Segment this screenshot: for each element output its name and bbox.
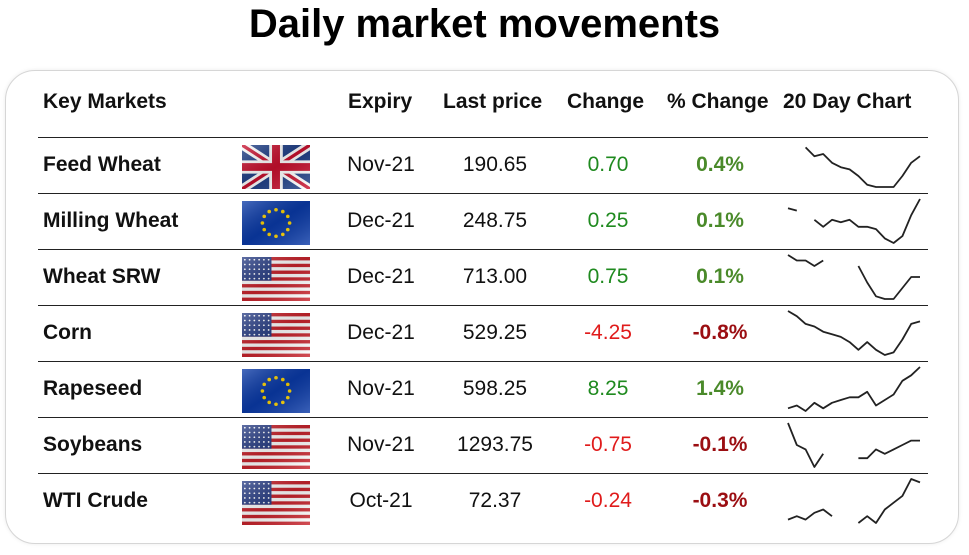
row-divider (38, 473, 928, 474)
sparkline-series (804, 146, 921, 188)
pct-change-value: -0.8% (692, 321, 748, 344)
eu-flag-icon (242, 201, 310, 245)
sparkline-series (858, 439, 920, 460)
change-value: 0.25 (587, 209, 629, 232)
sparkline-series (787, 254, 824, 267)
change-value: -4.25 (584, 321, 632, 344)
sparkline-chart (804, 146, 921, 188)
last-price-value: 72.37 (468, 489, 522, 512)
table-row: WTI Crude Oct-21 72.37 -0.24 -0.3% (36, 473, 936, 529)
expiry-value: Dec-21 (347, 321, 415, 344)
table-row: Corn Dec-21 529.25 -4.25 -0.8% (36, 305, 936, 361)
pct-change-value: -0.1% (692, 433, 748, 456)
pct-change-value: 1.4% (696, 377, 744, 400)
us-flag-icon (242, 313, 310, 357)
pct-change-value: -0.3% (692, 489, 748, 512)
market-table-card (5, 70, 959, 544)
row-divider (38, 361, 928, 362)
sparkline-series (787, 310, 921, 356)
sparkline-series (787, 422, 824, 468)
market-name: WTI Crude (43, 489, 148, 512)
row-divider (38, 249, 928, 250)
last-price-value: 598.25 (462, 377, 528, 400)
market-name: Feed Wheat (43, 153, 161, 176)
market-name: Soybeans (43, 433, 143, 456)
expiry-value: Oct-21 (349, 489, 413, 512)
table-row: Feed Wheat Nov-21 190.65 0.70 0.4% (36, 137, 936, 193)
expiry-value: Dec-21 (347, 265, 415, 288)
market-name: Rapeseed (43, 377, 143, 400)
header-key-markets: Key Markets (43, 90, 167, 113)
change-value: 8.25 (587, 377, 629, 400)
row-divider (38, 193, 928, 194)
table-row: Soybeans Nov-21 1293.75 -0.75 -0.1% (36, 417, 936, 473)
row-divider (38, 417, 928, 418)
market-name: Milling Wheat (43, 209, 179, 232)
table-row: Rapeseed Nov-21 598.25 8.25 1.4% (36, 361, 936, 417)
table-row: Wheat SRW Dec-21 713.00 0.75 0.1% (36, 249, 936, 305)
eu-flag-icon (242, 369, 310, 413)
header-pct-change: % Change (667, 90, 769, 113)
sparkline-series (857, 265, 920, 300)
table-header: Key Markets Expiry Last price Change % C… (36, 78, 956, 136)
header-expiry: Expiry (348, 90, 413, 113)
change-value: 0.70 (587, 153, 629, 176)
market-name: Corn (43, 321, 92, 344)
change-value: -0.75 (584, 433, 632, 456)
last-price-value: 190.65 (462, 153, 528, 176)
header-20-day-chart: 20 Day Chart (783, 90, 912, 113)
market-name: Wheat SRW (43, 265, 161, 288)
sparkline-chart (787, 254, 920, 300)
change-value: 0.75 (587, 265, 629, 288)
change-value: -0.24 (584, 489, 632, 512)
sparkline-series (787, 366, 921, 412)
header-change: Change (567, 90, 645, 113)
sparkline-chart (787, 366, 921, 412)
pct-change-value: 0.1% (696, 209, 744, 232)
pct-change-value: 0.1% (696, 265, 744, 288)
page-title: Daily market movements (248, 2, 721, 46)
us-flag-icon (242, 481, 310, 525)
table-row: Milling Wheat Dec-21 248.75 0.25 0.1% (36, 193, 936, 249)
sparkline-chart (787, 478, 921, 524)
us-flag-icon (242, 257, 310, 301)
header-last-price: Last price (443, 90, 543, 113)
sparkline-chart (787, 422, 920, 468)
last-price-value: 529.25 (462, 321, 528, 344)
sparkline-series (857, 478, 921, 524)
uk-flag-icon (242, 145, 310, 189)
expiry-value: Nov-21 (347, 433, 415, 456)
row-divider (38, 137, 928, 138)
expiry-value: Dec-21 (347, 209, 415, 232)
pct-change-value: 0.4% (696, 153, 744, 176)
sparkline-chart (787, 310, 921, 356)
sparkline-chart (787, 198, 921, 244)
last-price-value: 248.75 (462, 209, 528, 232)
sparkline-series (813, 198, 921, 244)
sparkline-series (787, 207, 798, 212)
expiry-value: Nov-21 (347, 153, 415, 176)
expiry-value: Nov-21 (347, 377, 415, 400)
us-flag-icon (242, 425, 310, 469)
last-price-value: 713.00 (462, 265, 528, 288)
row-divider (38, 305, 928, 306)
last-price-value: 1293.75 (457, 433, 533, 456)
sparkline-series (787, 508, 833, 521)
